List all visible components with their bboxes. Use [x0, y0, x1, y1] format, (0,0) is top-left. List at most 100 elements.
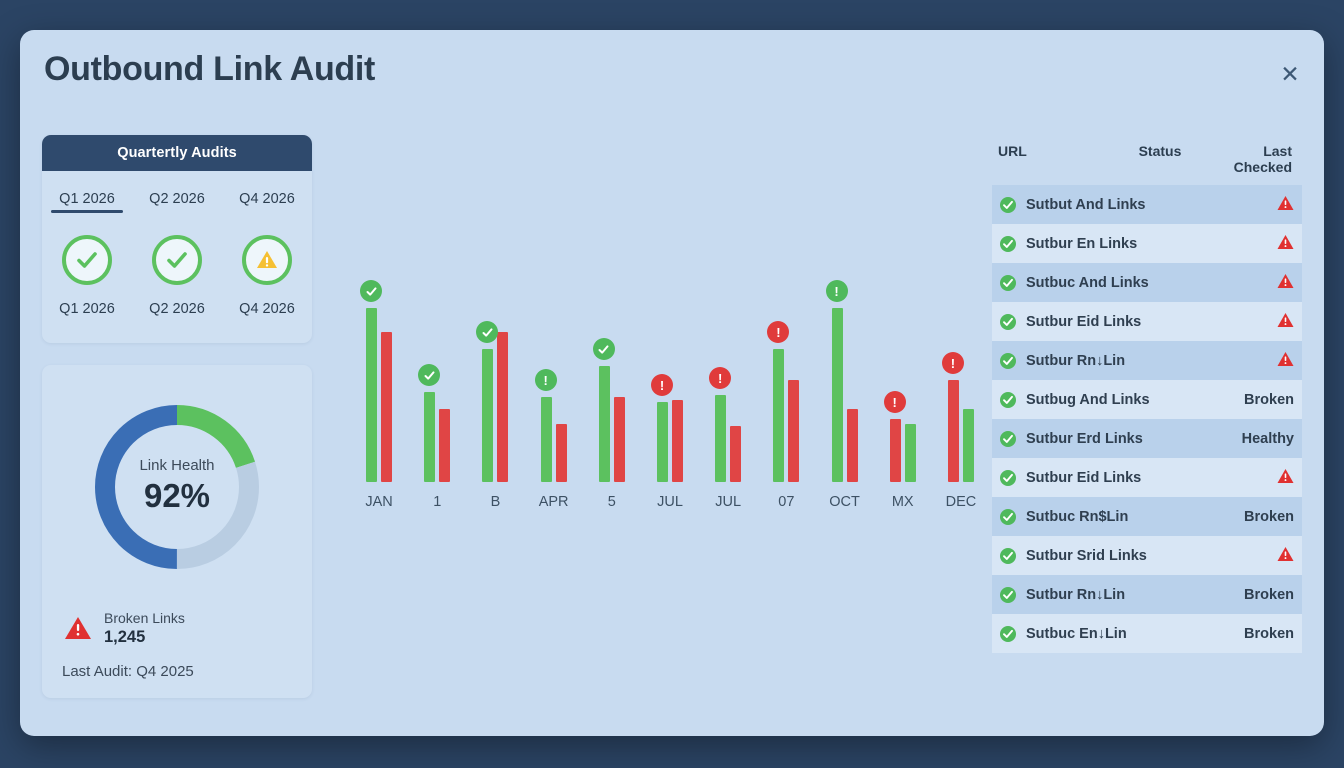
- link-audit-modal: Outbound Link Audit ✕ Quartertly Audits …: [20, 30, 1324, 736]
- exclamation-glyph: !: [659, 377, 665, 393]
- quarter-status-q1[interactable]: Q1 2026: [42, 235, 132, 317]
- bar-broken: [439, 409, 451, 482]
- quarter-status-q2[interactable]: Q2 2026: [132, 235, 222, 317]
- monthly-links-chart: !!!!!!! JAN 1 B APR 5 JUL JUL 07 OCT MX DEC: [350, 240, 990, 530]
- column-header-status: Status: [1138, 143, 1182, 159]
- table-row[interactable]: Sutbur Rn↓Lin Broken: [992, 575, 1302, 614]
- bar-broken: [889, 419, 901, 482]
- left-sidebar: Quartertly Audits Q1 2026 Q2 2026 Q4 202…: [42, 135, 312, 698]
- cell-url: Sutbur Eid Links: [1026, 313, 1142, 330]
- table-row[interactable]: Sutbur En Links: [992, 224, 1302, 263]
- table-row[interactable]: Sutbuc Rn$Lin Broken: [992, 497, 1302, 536]
- chart-bar-group[interactable]: !: [817, 240, 873, 482]
- column-header-url: URL: [998, 143, 1027, 159]
- link-health-value: 92%: [143, 476, 211, 514]
- warning-triangle-icon: [1277, 468, 1294, 488]
- tab-q1-2026[interactable]: Q1 2026: [42, 191, 132, 213]
- table-row[interactable]: Sutbur Rn↓Lin: [992, 341, 1302, 380]
- check-circle-icon: [62, 235, 112, 285]
- cell-last-checked: Broken: [1244, 391, 1294, 408]
- bar-healthy: [715, 395, 727, 482]
- check-circle-icon: [592, 338, 615, 360]
- chart-x-tick-label: APR: [538, 494, 569, 510]
- last-audit-text: Last Audit: Q4 2025: [62, 662, 194, 680]
- alert-circle-icon: !: [883, 391, 906, 413]
- bar-healthy: [366, 308, 378, 482]
- check-circle-icon: [1000, 625, 1026, 642]
- bar-healthy: [482, 349, 494, 482]
- table-row[interactable]: Sutbur Erd Links Healthy: [992, 419, 1302, 458]
- table-row[interactable]: Sutbur Eid Links: [992, 302, 1302, 341]
- chart-x-tick-label: 1: [433, 494, 442, 510]
- modal-header: Outbound Link Audit ✕: [20, 30, 1324, 120]
- broken-links-value: 1,245: [104, 627, 146, 646]
- check-circle-icon: [1000, 391, 1026, 408]
- table-row[interactable]: Sutbuc En↓Lin Broken: [992, 614, 1302, 653]
- exclamation-glyph: !: [892, 394, 897, 410]
- page-title: Outbound Link Audit: [44, 50, 376, 88]
- check-circle-icon: [476, 321, 499, 343]
- table-row[interactable]: Sutbuc And Links: [992, 263, 1302, 302]
- warning-triangle-icon: [1277, 273, 1294, 293]
- chart-x-tick-label: JUL: [657, 494, 683, 510]
- bar-broken: [497, 332, 509, 482]
- chart-x-tick-label: 5: [607, 494, 616, 510]
- chart-bar-group[interactable]: !: [933, 240, 989, 482]
- link-health-donut: Link Health 92%: [87, 397, 267, 577]
- alert-circle-icon: !: [651, 374, 673, 396]
- cell-last-checked: Broken: [1244, 586, 1294, 603]
- quarterly-audits-header: Quartertly Audits: [42, 135, 312, 171]
- quarter-status-list: Q1 2026 Q2 2026: [42, 213, 312, 317]
- chart-bar-group[interactable]: [409, 240, 465, 482]
- chart-bar-group[interactable]: !: [642, 240, 698, 482]
- cell-url: Sutbur Rn↓Lin: [1026, 352, 1126, 369]
- close-icon[interactable]: ✕: [1280, 60, 1300, 87]
- check-circle-icon: [1000, 313, 1026, 330]
- exclamation-glyph: !: [776, 324, 781, 340]
- chart-x-tick-label: OCT: [829, 494, 860, 510]
- cell-url: Sutbuc En↓Lin: [1026, 625, 1127, 642]
- table-body: Sutbut And Links Sutbur En Links Sutbuc An…: [992, 185, 1302, 653]
- chart-bar-group[interactable]: [351, 240, 407, 482]
- broken-links-summary: Broken Links 1,245: [64, 609, 312, 647]
- bar-broken: [846, 409, 858, 482]
- check-circle-icon: [1000, 430, 1026, 447]
- chart-bar-group[interactable]: !: [875, 240, 931, 482]
- tab-q4-2026[interactable]: Q4 2026: [239, 191, 295, 207]
- bar-healthy: [831, 308, 843, 482]
- table-row[interactable]: Sutbut And Links: [992, 185, 1302, 224]
- check-circle-icon: [152, 235, 202, 285]
- table-row[interactable]: Sutbug And Links Broken: [992, 380, 1302, 419]
- check-circle-icon: [1000, 235, 1026, 252]
- bar-healthy: [657, 402, 668, 482]
- alert-circle-icon: !: [767, 321, 790, 343]
- cell-url: Sutbuc Rn$Lin: [1026, 508, 1129, 525]
- table-row[interactable]: Sutbur Eid Links: [992, 458, 1302, 497]
- bar-healthy: [773, 349, 785, 482]
- chart-bar-group[interactable]: [584, 240, 640, 482]
- chart-bar-group[interactable]: [467, 240, 523, 482]
- warning-triangle-icon: [1277, 351, 1294, 371]
- cell-last-checked: Healthy: [1241, 430, 1294, 447]
- chart-x-tick-label: MX: [891, 494, 914, 510]
- alert-circle-icon: !: [709, 367, 732, 389]
- bar-broken: [672, 400, 683, 482]
- chart-x-tick-label: JUL: [715, 494, 742, 510]
- check-circle-icon: [418, 364, 441, 386]
- cell-last-checked: [1232, 195, 1294, 215]
- bar-broken: [613, 397, 625, 482]
- link-status-table: URL Status Last Checked Sutbut And Links…: [992, 135, 1302, 653]
- bar-broken: [947, 380, 959, 482]
- cell-url: Sutbur Eid Links: [1026, 469, 1142, 486]
- table-row[interactable]: Sutbur Srid Links: [992, 536, 1302, 575]
- warning-triangle-icon: [242, 235, 292, 285]
- chart-bar-group[interactable]: !: [526, 240, 582, 482]
- tab-q2-2026[interactable]: Q2 2026: [149, 191, 205, 207]
- check-circle-icon: [1000, 547, 1026, 564]
- chart-bar-group[interactable]: !: [700, 240, 756, 482]
- quarter-status-label: Q1 2026: [59, 301, 115, 317]
- quarter-status-label: Q4 2026: [239, 301, 295, 317]
- quarter-status-q4[interactable]: Q4 2026: [222, 235, 312, 317]
- alert-circle-icon: !: [534, 369, 557, 391]
- chart-bar-group[interactable]: !: [758, 240, 814, 482]
